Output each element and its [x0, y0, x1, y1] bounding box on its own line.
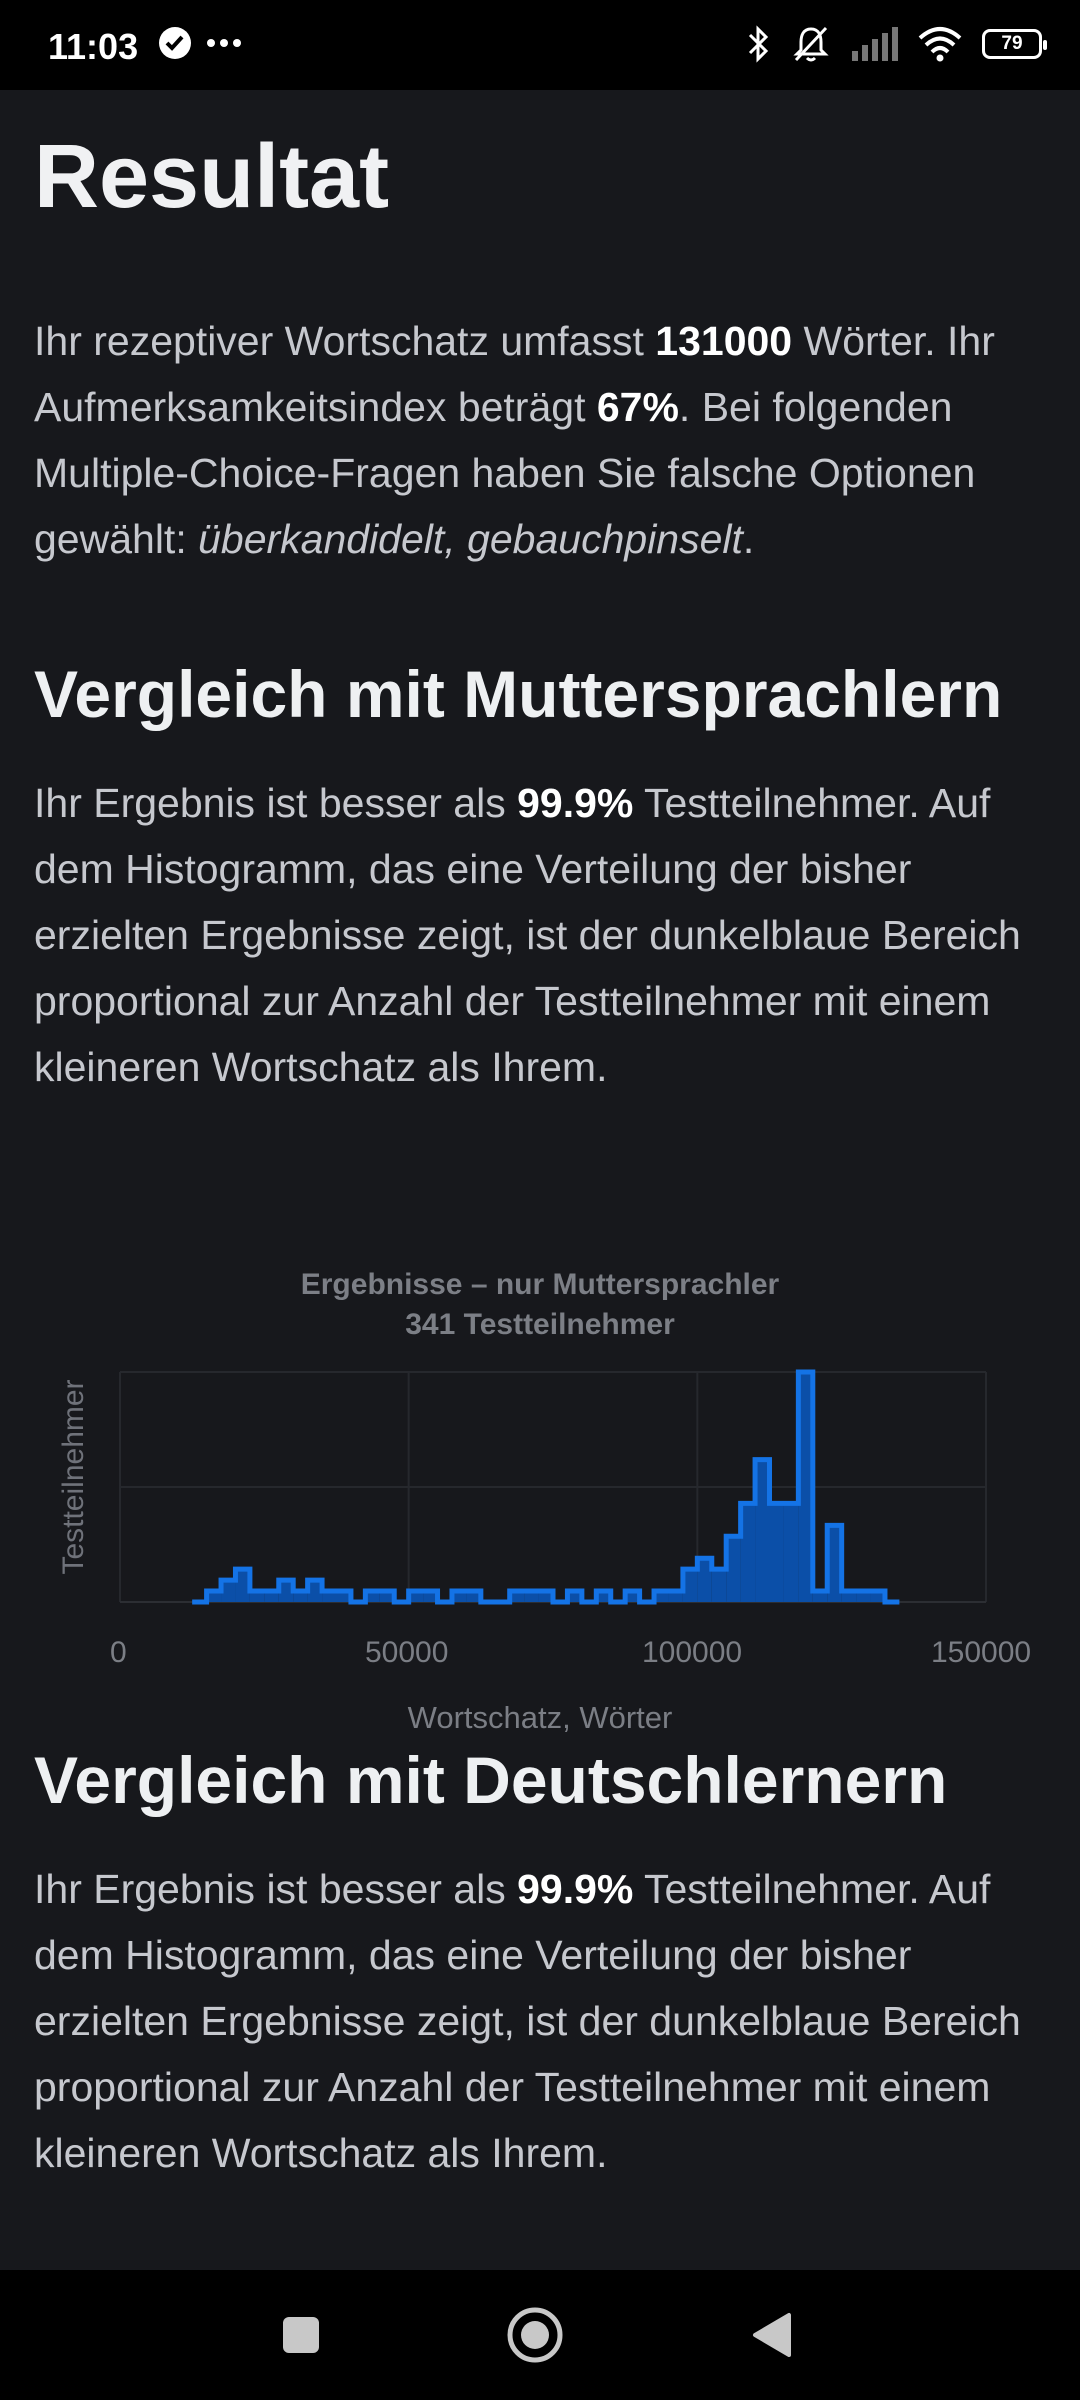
- learners-text-2: Testteilnehmer. Auf dem Histogramm, das …: [34, 1866, 1021, 2176]
- home-button[interactable]: [500, 2300, 570, 2370]
- back-button[interactable]: [736, 2300, 806, 2370]
- histogram-bin: [769, 1503, 784, 1602]
- status-left-icons: [158, 26, 242, 60]
- histogram-bin: [682, 1569, 698, 1602]
- histogram-plot: [119, 1369, 987, 1605]
- histogram-bin: [336, 1591, 351, 1602]
- histogram-bin: [235, 1569, 250, 1602]
- histogram-bin: [870, 1591, 885, 1602]
- learners-percent: 99.9%: [517, 1866, 634, 1912]
- page-title: Resultat: [34, 127, 390, 227]
- more-dots-icon: [207, 39, 241, 47]
- native-text-1: Ihr Ergebnis ist besser als: [34, 780, 518, 826]
- vocabulary-size: 131000: [655, 318, 793, 364]
- histogram-bin: [755, 1459, 770, 1602]
- wrong-words: überkandidelt, gebauchpinselt: [198, 516, 743, 562]
- histogram-bin: [322, 1591, 337, 1602]
- summary-text-2: Wörter. Ihr Aufmerksamkeitsindex beträgt: [34, 318, 995, 430]
- histogram-bin: [798, 1372, 813, 1602]
- histogram-bin: [264, 1591, 279, 1602]
- native-text-2: Testteilnehmer. Auf dem Histogramm, das …: [34, 780, 1021, 1090]
- histogram-bin: [827, 1525, 842, 1602]
- histogram-bin: [206, 1591, 222, 1602]
- attention-index: 67%: [596, 384, 679, 430]
- histogram-bin: [451, 1591, 467, 1602]
- histogram-bin: [726, 1536, 741, 1602]
- histogram-bin: [711, 1569, 727, 1602]
- histogram-bin: [654, 1591, 669, 1602]
- histogram-bin: [249, 1591, 265, 1602]
- histogram-bin: [423, 1591, 438, 1602]
- home-circle-icon: [507, 2307, 563, 2363]
- histogram-bin: [740, 1503, 756, 1602]
- histogram-bin: [379, 1591, 395, 1602]
- check-circle-icon: [159, 27, 191, 59]
- back-triangle-icon: [753, 2313, 791, 2357]
- bluetooth-icon: [748, 25, 769, 63]
- signal-icon: [852, 27, 898, 61]
- status-bar: 11:03 79: [0, 0, 1080, 90]
- histogram-bin: [812, 1591, 828, 1602]
- histogram-bin: [524, 1591, 539, 1602]
- histogram-bin: [841, 1591, 857, 1602]
- native-speakers-paragraph: Ihr Ergebnis ist besser als 99.9% Testte…: [34, 770, 1046, 1100]
- summary-text-1: Ihr rezeptiver Wortschatz umfasst: [34, 318, 656, 364]
- histogram-outline: [192, 1369, 900, 1605]
- battery-level: 79: [1001, 33, 1023, 54]
- histogram-bin: [307, 1580, 323, 1602]
- histogram-bin: [365, 1591, 380, 1602]
- histogram-bin: [278, 1580, 294, 1602]
- chart-subtitle: 341 Testteilnehmer: [405, 1308, 675, 1341]
- chart-title: Ergebnisse – nur Muttersprachler: [300, 1268, 780, 1301]
- histogram-bin: [408, 1591, 424, 1602]
- histogram-bin: [538, 1591, 553, 1602]
- histogram-bin: [625, 1591, 640, 1602]
- histogram-bin: [697, 1558, 712, 1602]
- native-percent: 99.9%: [517, 780, 634, 826]
- histogram-bin: [856, 1591, 871, 1602]
- bell-off-icon: [793, 26, 829, 62]
- x-tick-label: 100000: [642, 1636, 743, 1669]
- histogram-bin: [567, 1591, 582, 1602]
- summary-text-3: . Bei folgenden Multiple-Choice-Fragen h…: [34, 384, 976, 562]
- chart-x-axis-label: Wortschatz, Wörter: [407, 1700, 673, 1735]
- x-tick-label: 50000: [365, 1636, 449, 1669]
- histogram-bin: [293, 1591, 308, 1602]
- histogram-bin: [596, 1591, 611, 1602]
- histogram-bin: [221, 1580, 236, 1602]
- histogram-bin: [668, 1591, 683, 1602]
- histogram-chart: Ergebnisse – nur Muttersprachler 341 Tes…: [34, 1170, 1046, 1750]
- status-time: 11:03: [48, 26, 139, 67]
- learners-heading: Vergleich mit Deutschlernern: [34, 1743, 948, 1817]
- recents-button[interactable]: [266, 2300, 336, 2370]
- histogram-bin: [783, 1503, 799, 1602]
- histogram-bin: [466, 1591, 481, 1602]
- native-speakers-heading: Vergleich mit Muttersprachlern: [34, 657, 1003, 731]
- status-right-icons: 79: [746, 24, 1047, 64]
- square-icon: [283, 2317, 319, 2353]
- x-tick-label: 150000: [931, 1636, 1032, 1669]
- battery-icon: 79: [982, 29, 1047, 59]
- summary-paragraph: Ihr rezeptiver Wortschatz umfasst 131000…: [34, 308, 1046, 572]
- learners-text-1: Ihr Ergebnis ist besser als: [34, 1866, 518, 1912]
- summary-text-4: .: [742, 516, 755, 562]
- x-tick-label: 0: [110, 1636, 127, 1669]
- learners-paragraph: Ihr Ergebnis ist besser als 99.9% Testte…: [34, 1856, 1046, 2186]
- navigation-bar: [0, 2270, 1080, 2400]
- histogram-bin: [509, 1591, 525, 1602]
- wifi-icon: [918, 27, 962, 62]
